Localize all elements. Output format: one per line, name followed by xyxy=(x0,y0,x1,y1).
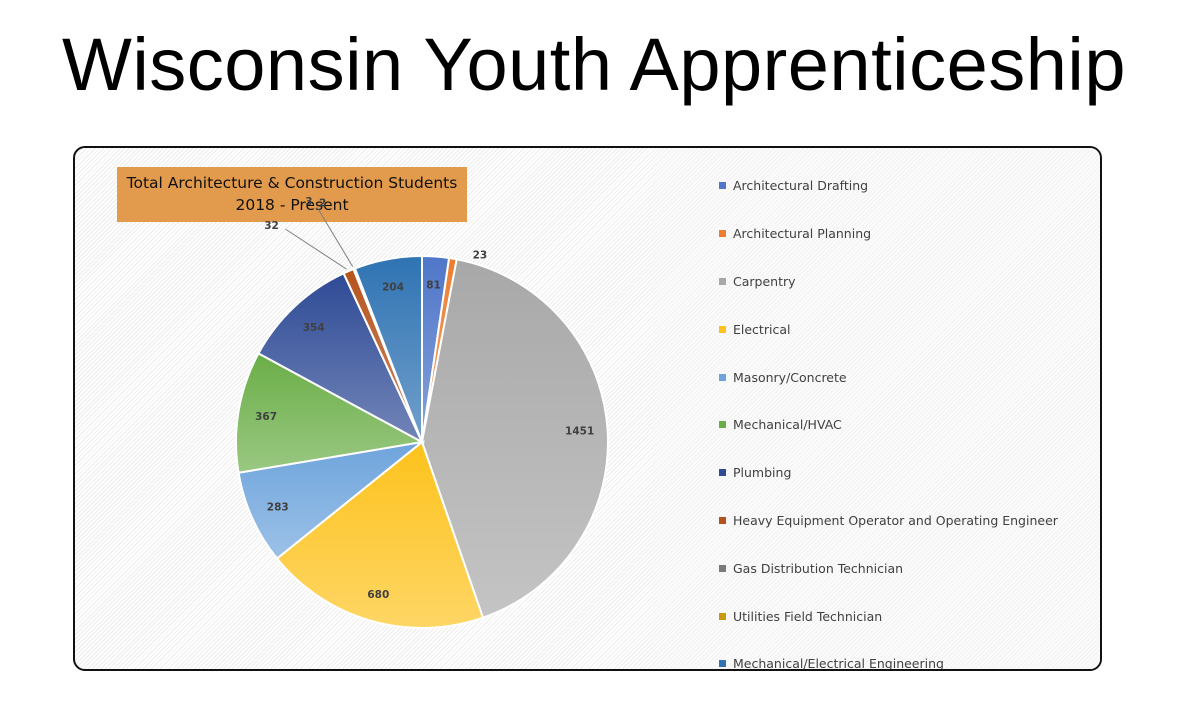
data-label: 23 xyxy=(473,250,488,262)
data-label: 2 xyxy=(319,198,326,210)
legend-label: Masonry/Concrete xyxy=(733,369,847,385)
legend-swatch xyxy=(719,230,726,238)
legend-item: Architectural Planning xyxy=(719,210,1100,258)
legend-swatch xyxy=(719,564,726,572)
legend-swatch xyxy=(719,516,726,524)
data-label: 1451 xyxy=(565,425,594,437)
data-label: 204 xyxy=(382,282,404,294)
legend-label: Mechanical/Electrical Engineering xyxy=(733,656,944,671)
legend-swatch xyxy=(719,469,726,477)
legend-label: Heavy Equipment Operator and Operating E… xyxy=(733,512,1058,528)
data-label: 680 xyxy=(367,589,389,601)
legend-swatch xyxy=(719,277,726,285)
legend-item: Architectural Drafting xyxy=(719,162,1100,210)
legend-swatch xyxy=(719,325,726,333)
slide-title: Wisconsin Youth Apprenticeship xyxy=(61,23,1126,106)
data-label: 283 xyxy=(267,502,289,514)
pie-chart: 81 23 1451 680 283 367 354 32 3 2 204 xyxy=(235,196,609,629)
legend-swatch xyxy=(719,373,726,381)
legend-panel xyxy=(652,148,1100,669)
chart-title-line-1: Total Architecture & Construction Studen… xyxy=(126,174,458,192)
pie-slice-mechanical-hvac xyxy=(235,352,426,474)
legend-item: Carpentry xyxy=(719,258,1100,306)
pie-slice-mechanical-electrical-engineering xyxy=(353,254,423,443)
legend-item: Gas Distribution Technician xyxy=(719,544,1100,592)
legend-item: Heavy Equipment Operator and Operating E… xyxy=(719,497,1100,545)
legend-item: Mechanical/HVAC xyxy=(719,401,1100,449)
leader-line xyxy=(316,206,354,267)
legend-item: Utilities Field Technician xyxy=(719,592,1100,640)
pie-slice-carpentry xyxy=(420,258,609,619)
legend-swatch xyxy=(719,182,726,190)
chart-title-line-2: 2018 - Present xyxy=(235,196,349,214)
chart-legend: Architectural Drafting Architectural Plan… xyxy=(719,162,1100,671)
legend-item: Plumbing xyxy=(719,449,1100,497)
data-label: 32 xyxy=(264,220,279,232)
data-label: 367 xyxy=(255,411,277,423)
legend-label: Mechanical/HVAC xyxy=(733,417,842,433)
legend-label: Architectural Planning xyxy=(733,226,872,242)
legend-label: Architectural Drafting xyxy=(733,178,869,194)
data-label: 81 xyxy=(426,279,441,291)
legend-label: Electrical xyxy=(733,321,791,337)
legend-label: Gas Distribution Technician xyxy=(733,560,904,576)
legend-item: Masonry/Concrete xyxy=(719,353,1100,401)
legend-item: Mechanical/Electrical Engineering xyxy=(719,640,1100,671)
legend-label: Carpentry xyxy=(733,273,796,289)
legend-swatch xyxy=(719,660,726,668)
data-label: 354 xyxy=(303,322,325,334)
chart-area: Total Architecture & Construction Studen… xyxy=(73,146,1102,671)
legend-label: Plumbing xyxy=(733,465,792,481)
pie-slice-plumbing xyxy=(257,272,425,445)
legend-label: Utilities Field Technician xyxy=(733,608,883,624)
pie-slice-masonry-concrete xyxy=(237,440,426,560)
leader-line xyxy=(285,228,347,270)
legend-item: Electrical xyxy=(719,305,1100,353)
pie-slice-electrical xyxy=(275,440,485,629)
chart-title: Total Architecture & Construction Studen… xyxy=(117,167,467,222)
legend-swatch xyxy=(719,612,726,620)
data-label: 3 xyxy=(305,196,312,208)
legend-swatch xyxy=(719,421,726,429)
